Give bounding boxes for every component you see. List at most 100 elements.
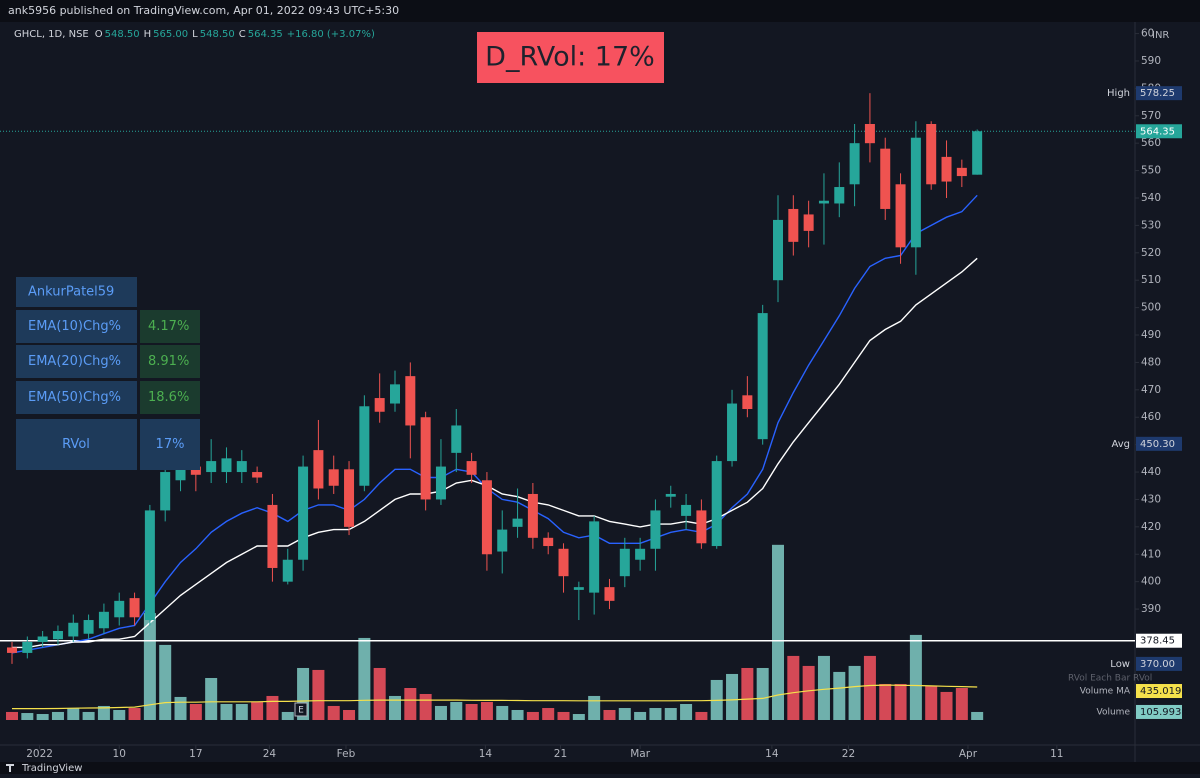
volume-bar bbox=[634, 711, 647, 720]
table-label: RVol bbox=[62, 437, 90, 452]
price-badge bbox=[1136, 86, 1182, 101]
volume-bar bbox=[205, 677, 218, 720]
x-tick-label: 21 bbox=[554, 748, 567, 760]
y-tick-label: 60 bbox=[1141, 28, 1154, 40]
candle-body bbox=[543, 537, 554, 547]
candle-body bbox=[497, 529, 508, 552]
y-tick-label: 560 bbox=[1141, 137, 1161, 149]
volume-bar bbox=[97, 705, 110, 720]
volume-bar bbox=[36, 714, 49, 720]
candle-body bbox=[175, 466, 186, 481]
volume-bar bbox=[113, 709, 126, 720]
volume-bar bbox=[143, 613, 156, 720]
volume-bar bbox=[128, 708, 141, 720]
volume-bar bbox=[695, 711, 708, 720]
table-cell bbox=[140, 419, 200, 470]
volume-bar bbox=[251, 701, 264, 720]
table-value: 17% bbox=[156, 437, 185, 452]
x-tick-label: 24 bbox=[263, 748, 277, 760]
candle-body bbox=[727, 403, 738, 462]
candle-body bbox=[236, 461, 247, 473]
candle-body bbox=[435, 466, 446, 500]
candle-body bbox=[267, 504, 278, 568]
volume-bar bbox=[358, 637, 371, 720]
price-badge-label: 105.993K bbox=[1140, 707, 1188, 718]
candle-body bbox=[405, 376, 416, 426]
table-value: 18.6% bbox=[148, 390, 189, 405]
candle-body bbox=[635, 548, 646, 560]
volume-bar bbox=[496, 705, 509, 720]
candle-body bbox=[221, 458, 232, 473]
price-badge-label: 435.019K bbox=[1140, 686, 1188, 697]
candle-body bbox=[52, 630, 63, 640]
candle-body bbox=[604, 587, 615, 601]
publisher: ank5956 published on TradingView.com, Ap… bbox=[8, 4, 399, 17]
volume-bar bbox=[465, 703, 478, 720]
candle-body bbox=[160, 472, 171, 511]
change: +16.80 (+3.07%) bbox=[287, 29, 375, 40]
candle-body bbox=[206, 461, 217, 473]
candle-body bbox=[803, 214, 814, 231]
volume-bar bbox=[159, 644, 172, 720]
candle-body bbox=[512, 518, 523, 527]
table-label: EMA(10)Chg% bbox=[28, 319, 121, 334]
volume-bar bbox=[266, 695, 279, 720]
candle-body bbox=[22, 641, 33, 653]
x-tick-label: Feb bbox=[337, 748, 356, 760]
ohlc-key: L bbox=[192, 29, 198, 40]
volume-bar bbox=[603, 709, 616, 720]
volume-bar bbox=[572, 714, 585, 720]
candle-body bbox=[252, 472, 263, 478]
volume-bar bbox=[67, 708, 80, 720]
ohlc-value: 548.50 bbox=[105, 29, 140, 40]
candle-body bbox=[650, 510, 661, 549]
candle-body bbox=[83, 620, 94, 634]
volume-ma bbox=[12, 684, 978, 710]
candle-body bbox=[481, 480, 492, 555]
volume-bar bbox=[588, 695, 601, 720]
candle-body bbox=[313, 450, 324, 489]
badge-name: Avg bbox=[1111, 439, 1130, 450]
volume-bar bbox=[618, 708, 631, 720]
volume-bar bbox=[526, 711, 539, 720]
volume-bar bbox=[664, 708, 677, 720]
volume-bar bbox=[649, 708, 662, 720]
ema-line bbox=[11, 194, 978, 654]
candle-body bbox=[742, 395, 753, 410]
volume-bar bbox=[756, 667, 769, 720]
table-value: 8.91% bbox=[148, 354, 189, 369]
ohlc-key: O bbox=[95, 29, 103, 40]
y-tick-label: 440 bbox=[1141, 466, 1161, 478]
volume-bar bbox=[312, 669, 325, 720]
volume-bar bbox=[343, 709, 356, 720]
table-cell bbox=[16, 419, 137, 470]
logo bbox=[6, 764, 14, 772]
price-badge bbox=[1136, 684, 1182, 699]
symbol: GHCL, 1D, NSE bbox=[14, 29, 89, 40]
candle-body bbox=[696, 510, 707, 544]
volume-bar bbox=[404, 687, 417, 720]
y-tick-label: 490 bbox=[1141, 329, 1161, 341]
volume-bar bbox=[220, 703, 233, 720]
candle-body bbox=[344, 469, 355, 527]
ema-line bbox=[12, 257, 978, 649]
candle-body bbox=[190, 466, 201, 475]
price-badge bbox=[1136, 124, 1182, 139]
x-tick-label: Mar bbox=[630, 748, 650, 760]
brand: TradingView bbox=[21, 763, 82, 774]
ohlc-value: 548.50 bbox=[200, 29, 235, 40]
candle-body bbox=[558, 548, 569, 577]
table-cell bbox=[16, 310, 137, 343]
table-cell bbox=[16, 345, 137, 378]
table-value: 4.17% bbox=[148, 319, 189, 334]
candle-body bbox=[466, 461, 477, 475]
volume-bar bbox=[863, 655, 876, 720]
volume-bar bbox=[741, 667, 754, 720]
price-badge-label: 450.30 bbox=[1140, 439, 1175, 450]
volume-bar bbox=[833, 671, 846, 720]
price-badge bbox=[1136, 633, 1182, 648]
volume-bar bbox=[726, 673, 739, 720]
candle-body bbox=[374, 398, 385, 412]
volume-bar bbox=[373, 667, 386, 720]
candle-body bbox=[98, 611, 109, 629]
